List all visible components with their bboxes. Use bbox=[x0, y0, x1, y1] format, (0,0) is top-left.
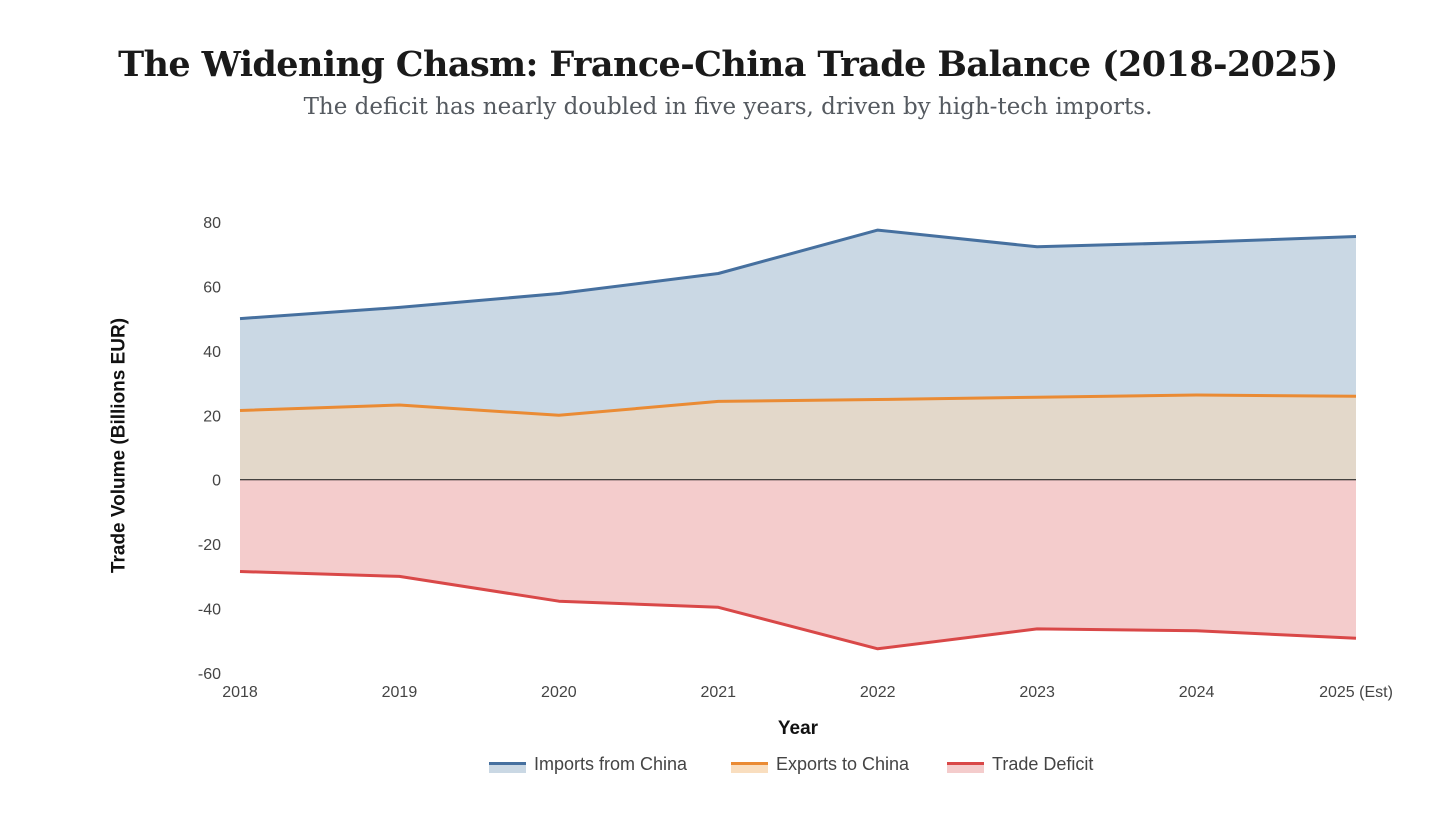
area-trade-deficit bbox=[240, 479, 1356, 649]
data-point-imports-from-china bbox=[1035, 245, 1039, 249]
y-tick-label: 0 bbox=[212, 473, 221, 490]
x-axis-title: Year bbox=[778, 718, 819, 739]
data-point-trade-deficit bbox=[716, 605, 720, 609]
data-point-trade-deficit bbox=[238, 570, 242, 574]
legend-label: Exports to China bbox=[776, 754, 910, 774]
legend-item-trade-deficit: Trade Deficit bbox=[947, 754, 1093, 774]
y-tick-label: 40 bbox=[203, 344, 221, 361]
data-point-exports-to-china bbox=[1195, 393, 1199, 397]
legend-label: Imports from China bbox=[534, 754, 688, 774]
y-tick-label: -40 bbox=[198, 602, 221, 619]
y-tick-label: 60 bbox=[203, 279, 221, 296]
series-line-trade-deficit bbox=[239, 570, 1357, 651]
data-point-trade-deficit bbox=[557, 599, 561, 603]
chart-subtitle: The deficit has nearly doubled in five y… bbox=[303, 94, 1153, 120]
data-point-imports-from-china bbox=[397, 305, 401, 309]
legend-item-exports-to-china: Exports to China bbox=[731, 754, 910, 774]
data-point-imports-from-china bbox=[557, 292, 561, 296]
x-tick-label: 2018 bbox=[222, 684, 258, 701]
x-tick-label: 2019 bbox=[382, 684, 418, 701]
y-tick-label: -60 bbox=[198, 666, 221, 683]
legend-swatch bbox=[731, 763, 768, 773]
y-tick-label: 20 bbox=[203, 408, 221, 425]
data-point-imports-from-china bbox=[1195, 240, 1199, 244]
x-tick-label: 2021 bbox=[700, 684, 736, 701]
data-point-trade-deficit bbox=[1354, 636, 1358, 640]
x-tick-label: 2025 (Est) bbox=[1319, 684, 1393, 701]
data-point-trade-deficit bbox=[876, 647, 880, 651]
legend-swatch bbox=[947, 763, 984, 773]
legend-swatch bbox=[489, 763, 526, 773]
x-tick-label: 2020 bbox=[541, 684, 577, 701]
data-point-imports-from-china bbox=[238, 317, 242, 321]
data-point-exports-to-china bbox=[557, 413, 561, 417]
x-tick-label: 2024 bbox=[1179, 684, 1215, 701]
data-point-exports-to-china bbox=[1354, 394, 1358, 398]
legend: Imports from China Exports to China Trade … bbox=[489, 754, 1093, 774]
area-exports-to-china bbox=[240, 395, 1356, 480]
data-point-trade-deficit bbox=[1195, 629, 1199, 633]
series-line-exports-to-china bbox=[239, 393, 1357, 417]
y-tick-label: -20 bbox=[198, 537, 221, 554]
data-point-exports-to-china bbox=[876, 398, 880, 402]
x-tick-label: 2023 bbox=[1019, 684, 1055, 701]
data-point-exports-to-china bbox=[1035, 395, 1039, 399]
y-axis-title: Trade Volume (Billions EUR) bbox=[109, 318, 130, 573]
chart-title: The Widening Chasm: France-China Trade B… bbox=[118, 44, 1338, 85]
y-tick-label: 80 bbox=[203, 215, 221, 232]
data-point-exports-to-china bbox=[716, 399, 720, 403]
legend-label: Trade Deficit bbox=[992, 754, 1093, 774]
data-point-imports-from-china bbox=[716, 272, 720, 276]
data-point-trade-deficit bbox=[397, 574, 401, 578]
data-point-exports-to-china bbox=[397, 403, 401, 407]
data-point-imports-from-china bbox=[876, 228, 880, 232]
series-line-imports-from-china bbox=[239, 228, 1357, 321]
data-point-exports-to-china bbox=[238, 409, 242, 413]
data-point-imports-from-china bbox=[1354, 235, 1358, 239]
data-point-trade-deficit bbox=[1035, 627, 1039, 631]
x-tick-label: 2022 bbox=[860, 684, 896, 701]
legend-item-imports-from-china: Imports from China bbox=[489, 754, 688, 774]
